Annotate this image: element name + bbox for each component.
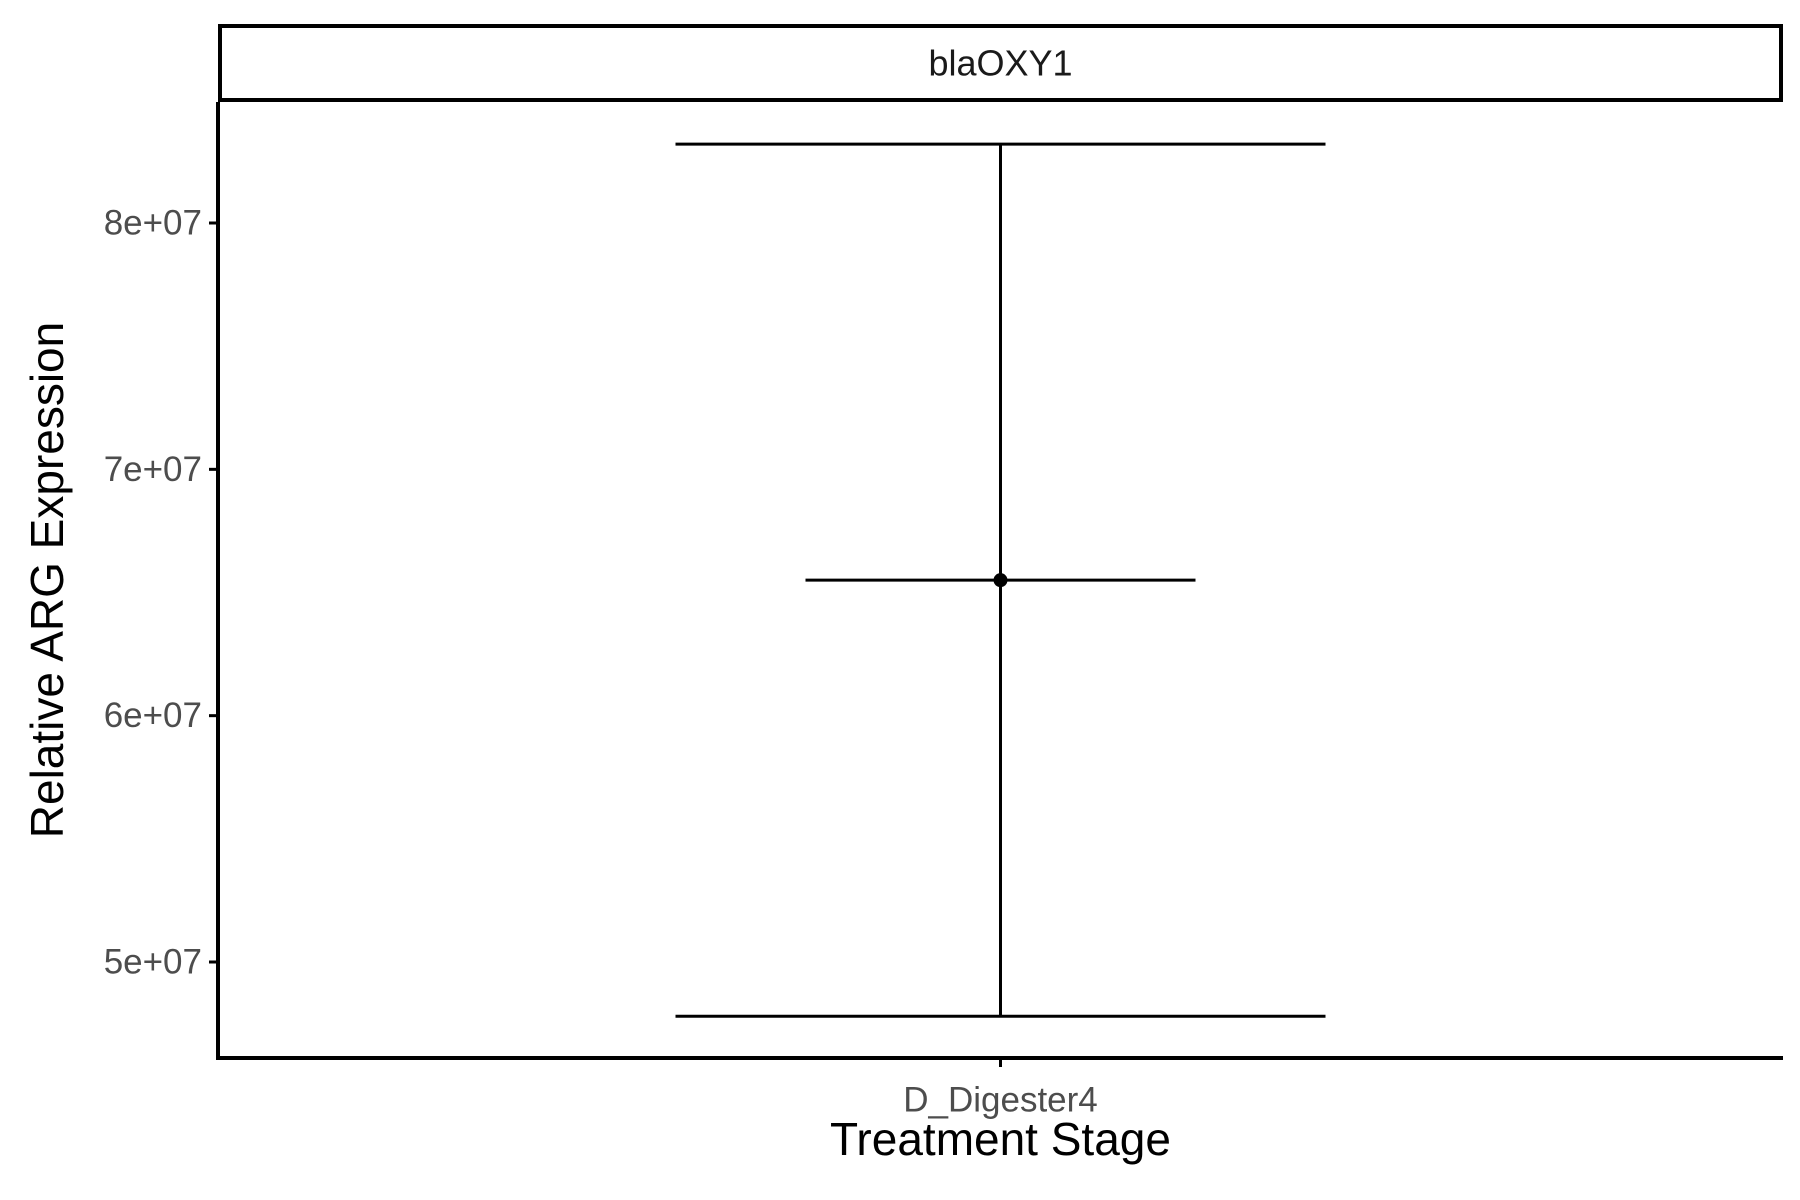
y-tick-label: 5e+07 <box>104 943 202 982</box>
x-axis-title: Treatment Stage <box>830 1113 1171 1165</box>
x-tick-label: D_Digester4 <box>903 1081 1098 1120</box>
data-point <box>993 573 1008 588</box>
y-ticks: 5e+07 6e+07 7e+07 8e+07 <box>104 204 218 982</box>
facet-label: blaOXY1 <box>928 43 1072 84</box>
y-tick-label: 7e+07 <box>104 450 202 489</box>
facet-strip <box>218 24 1783 102</box>
data-marks <box>675 142 1326 1018</box>
y-axis-title: Relative ARG Expression <box>21 322 73 838</box>
y-tick-label: 6e+07 <box>104 696 202 735</box>
x-ticks: D_Digester4 <box>903 1058 1098 1120</box>
y-tick-label: 8e+07 <box>104 204 202 243</box>
